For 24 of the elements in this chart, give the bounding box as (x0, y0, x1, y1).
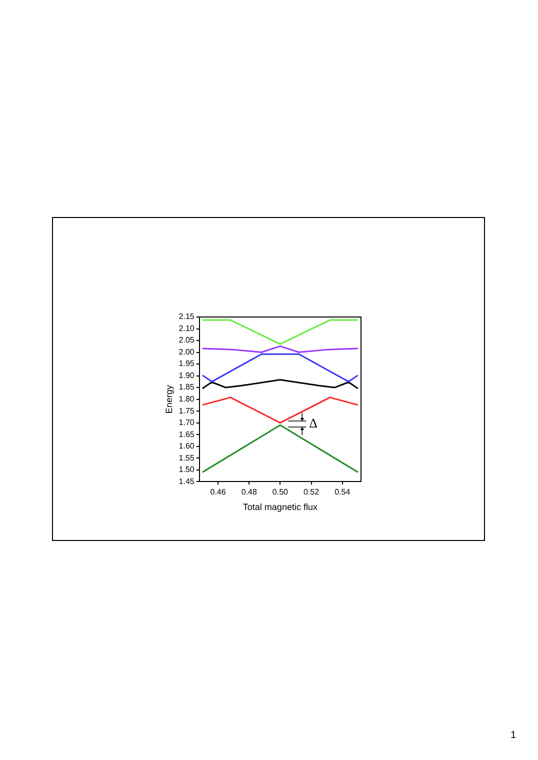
y-tick-label: 1.95 (178, 359, 195, 368)
x-tick-label: 0.48 (241, 488, 258, 497)
y-tick-label: 1.50 (178, 465, 195, 474)
x-tick-label: 0.46 (210, 488, 226, 497)
y-tick-label: 1.65 (178, 430, 195, 439)
y-tick-label: 2.10 (178, 324, 195, 333)
y-tick-label: 1.85 (178, 382, 195, 392)
text: 1 (510, 730, 516, 741)
x-tick-label: 0.52 (303, 488, 320, 497)
x-tick-label: 0.54 (334, 488, 351, 497)
x-axis-title: Total magnetic flux (242, 502, 318, 512)
y-tick-label: 1.55 (178, 453, 195, 462)
y-tick-label: 1.75 (178, 406, 195, 416)
y-tick-label: 2.00 (178, 347, 195, 356)
y-tick-label: 1.80 (178, 394, 195, 404)
y-tick-label: 2.15 (178, 312, 195, 322)
x-tick-label: 0.50 (272, 488, 289, 497)
y-axis-title: Energy (164, 384, 174, 414)
annotation: Δ (309, 415, 318, 430)
y-tick-label: 2.05 (178, 336, 195, 345)
y-tick-label: 1.70 (178, 418, 195, 428)
y-tick-label: 1.45 (178, 476, 195, 486)
y-tick-label: 1.60 (178, 442, 195, 451)
y-tick-label: 1.90 (178, 370, 195, 380)
